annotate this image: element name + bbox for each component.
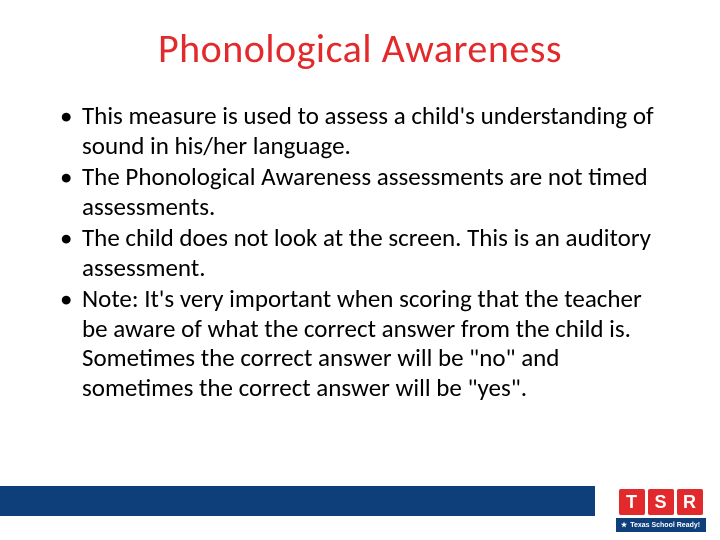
bullet-item: The Phonological Awareness assessments a…	[56, 162, 672, 221]
slide-title: Phonological Awareness	[48, 24, 672, 73]
logo-letters: T S R	[613, 489, 708, 515]
star-icon: ★	[621, 521, 627, 529]
logo-strip: ★ Texas School Ready!	[616, 518, 706, 532]
logo-strip-text: Texas School Ready!	[630, 522, 700, 529]
bullet-item: Note: It's very important when scoring t…	[56, 284, 672, 402]
slide: Phonological Awareness This measure is u…	[0, 0, 720, 540]
tsr-logo: T S R ★ Texas School Ready!	[613, 489, 708, 532]
footer-bar	[0, 486, 595, 516]
bullet-item: This measure is used to assess a child's…	[56, 101, 672, 160]
logo-letter-r: R	[677, 489, 703, 515]
logo-letter-s: S	[648, 489, 674, 515]
logo-letter-t: T	[619, 489, 645, 515]
bullet-item: The child does not look at the screen. T…	[56, 223, 672, 282]
bullet-list: This measure is used to assess a child's…	[48, 101, 672, 402]
